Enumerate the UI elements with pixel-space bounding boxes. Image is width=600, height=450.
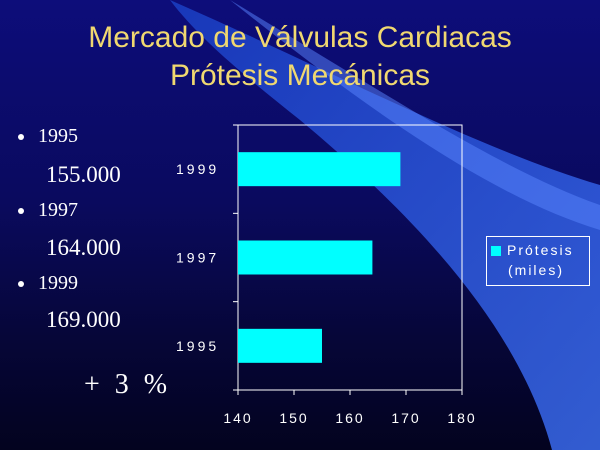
bullet-value: 169.000 <box>46 307 121 332</box>
swoosh-highlight <box>230 0 600 230</box>
bullet-year: 1997 <box>38 199 78 221</box>
bullet-value: 164.000 <box>46 235 121 260</box>
swoosh-shape <box>170 0 600 450</box>
x-tick-label: 180 <box>447 410 476 426</box>
x-tick-label: 160 <box>335 410 364 426</box>
x-tick-label: 150 <box>279 410 308 426</box>
bullet-dot <box>18 208 24 214</box>
slide-title-line1: Mercado de Válvulas Cardiacas <box>88 21 512 54</box>
bullet-dot <box>18 281 24 287</box>
x-tick-label: 140 <box>223 410 252 426</box>
x-tick-label: 170 <box>391 410 420 426</box>
bar <box>238 328 322 363</box>
bar <box>238 152 401 187</box>
bullet-value: 155.000 <box>46 162 121 187</box>
slide-title-line2: Prótesis Mecánicas <box>169 59 431 92</box>
bullet-year: 1995 <box>38 125 78 147</box>
legend-swatch <box>491 246 501 256</box>
bullet-dot <box>18 134 24 140</box>
growth-rate: + 3 % <box>84 369 172 400</box>
legend-label-line2: (miles) <box>508 262 564 278</box>
chart-legend: Prótesis (miles) <box>486 236 590 286</box>
category-label: 1995 <box>176 338 219 354</box>
bar <box>238 240 373 275</box>
bullet-year: 1999 <box>38 272 78 294</box>
legend-label-line1: Prótesis <box>507 242 574 258</box>
category-label: 1997 <box>176 250 219 266</box>
category-label: 1999 <box>176 161 219 177</box>
